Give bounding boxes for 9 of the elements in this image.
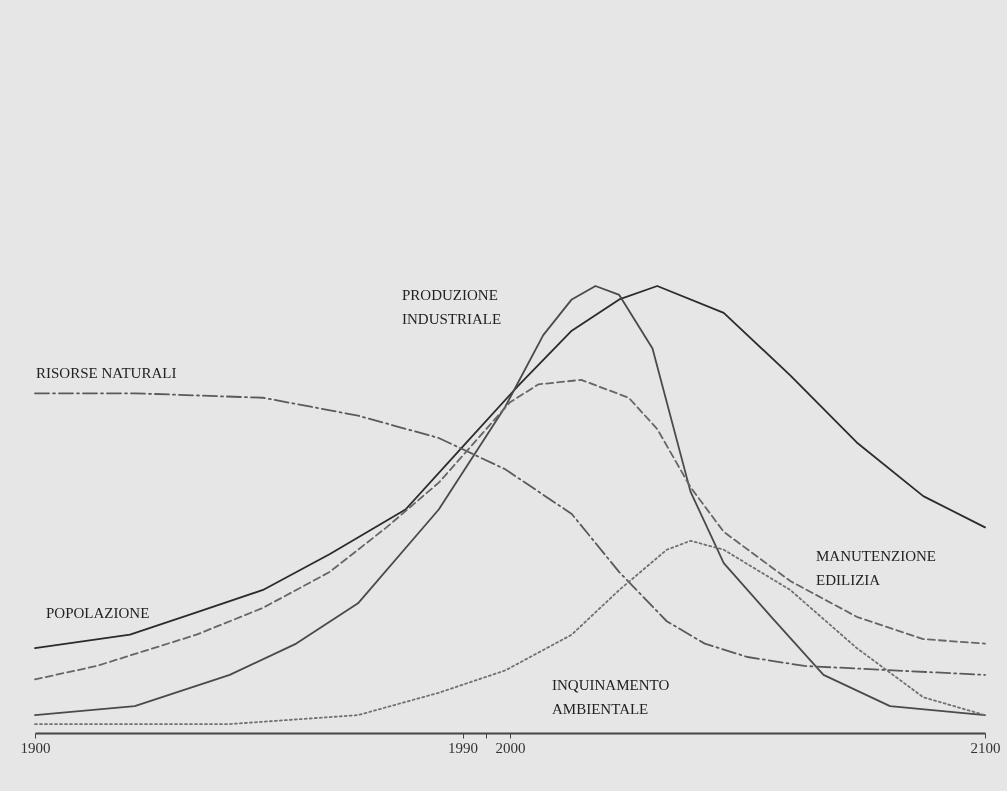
x-tick-label: 2000: [495, 739, 526, 756]
series-label: INQUINAMENTO AMBIENTALE: [552, 677, 670, 717]
x-tick-label: 1990: [448, 739, 478, 756]
x-tick-label: 2100: [970, 739, 1001, 756]
series-label: MANUTENZIONE EDILIZIA: [816, 548, 936, 588]
text: PRODUZIONE INDUSTRIALE: [402, 287, 502, 327]
series-label: POPOLAZIONE: [46, 605, 150, 621]
series-label: RISORSE NATURALI: [36, 365, 177, 381]
x-tick-label: 1900: [20, 739, 51, 756]
